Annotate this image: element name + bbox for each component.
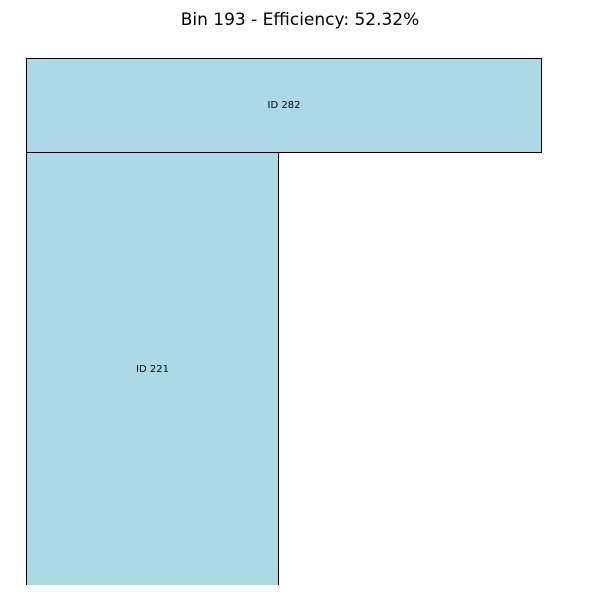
packed-item-221: ID 221 [26, 152, 279, 585]
bin-title: Bin 193 - Efficiency: 52.32% [180, 10, 420, 30]
item-label-282: ID 282 [267, 100, 301, 111]
item-label-221: ID 221 [136, 363, 169, 375]
packed-item-282: ID 282 [26, 58, 542, 153]
